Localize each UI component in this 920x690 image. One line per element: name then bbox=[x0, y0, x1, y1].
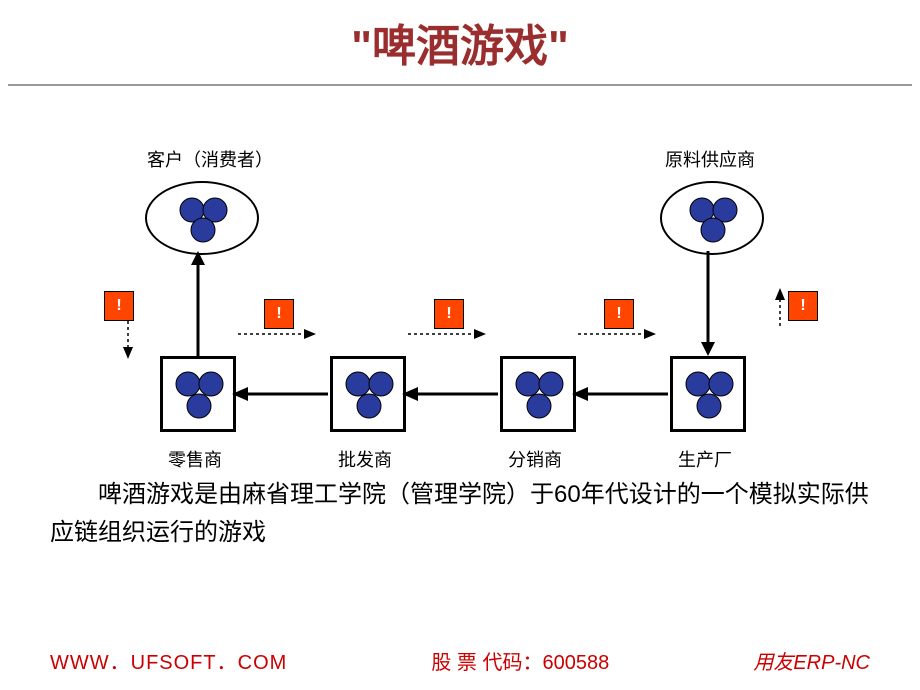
supplier-node bbox=[660, 181, 764, 255]
dots-icon bbox=[673, 359, 743, 429]
arrow-dotted-right-3 bbox=[578, 328, 658, 340]
dots-icon bbox=[163, 359, 233, 429]
footer-brand: 用友ERP-NC bbox=[753, 646, 870, 675]
distributor-node bbox=[500, 356, 576, 432]
arrow-left-2 bbox=[402, 384, 498, 404]
factory-node bbox=[670, 356, 746, 432]
alert-icon-5: ! bbox=[788, 291, 818, 321]
retailer-label: 零售商 bbox=[160, 446, 230, 472]
footer-stock: 股 票 代码：600588 bbox=[431, 646, 609, 675]
alert-icon-4: ! bbox=[604, 299, 634, 329]
arrow-left-3 bbox=[572, 384, 668, 404]
description-text: 啤酒游戏是由麻省理工学院（管理学院）于60年代设计的一个模拟实际供应链组织运行的… bbox=[0, 466, 920, 563]
factory-label: 生产厂 bbox=[670, 446, 740, 472]
wholesaler-label: 批发商 bbox=[330, 446, 400, 472]
arrow-dotted-up-5 bbox=[772, 286, 788, 326]
dots-icon bbox=[147, 183, 257, 253]
wholesaler-node bbox=[330, 356, 406, 432]
beer-game-diagram: 客户（消费者） 原料供应商 bbox=[0, 86, 920, 466]
arrow-left-1 bbox=[232, 384, 328, 404]
arrow-dotted-right-2 bbox=[408, 328, 488, 340]
dots-icon bbox=[503, 359, 573, 429]
footer-url: WWW．UFSOFT．COM bbox=[50, 646, 287, 675]
distributor-label: 分销商 bbox=[500, 446, 570, 472]
supplier-label: 原料供应商 bbox=[650, 146, 770, 172]
alert-icon-3: ! bbox=[434, 299, 464, 329]
dots-icon bbox=[662, 183, 762, 253]
arrow-down-supplier-factory bbox=[698, 251, 718, 356]
alert-icon-1: ! bbox=[104, 291, 134, 321]
customer-node bbox=[145, 181, 259, 255]
retailer-node bbox=[160, 356, 236, 432]
dots-icon bbox=[333, 359, 403, 429]
slide-footer: WWW．UFSOFT．COM 股 票 代码：600588 用友ERP-NC bbox=[0, 646, 920, 675]
arrow-up-retailer-customer bbox=[188, 251, 208, 356]
arrow-dotted-right-1 bbox=[238, 328, 318, 340]
slide-title: "啤酒游戏" bbox=[0, 0, 920, 84]
alert-icon-2: ! bbox=[264, 299, 294, 329]
customer-label: 客户（消费者） bbox=[140, 146, 280, 172]
arrow-dotted-down-1 bbox=[120, 321, 136, 361]
title-text: "啤酒游戏" bbox=[351, 22, 569, 71]
